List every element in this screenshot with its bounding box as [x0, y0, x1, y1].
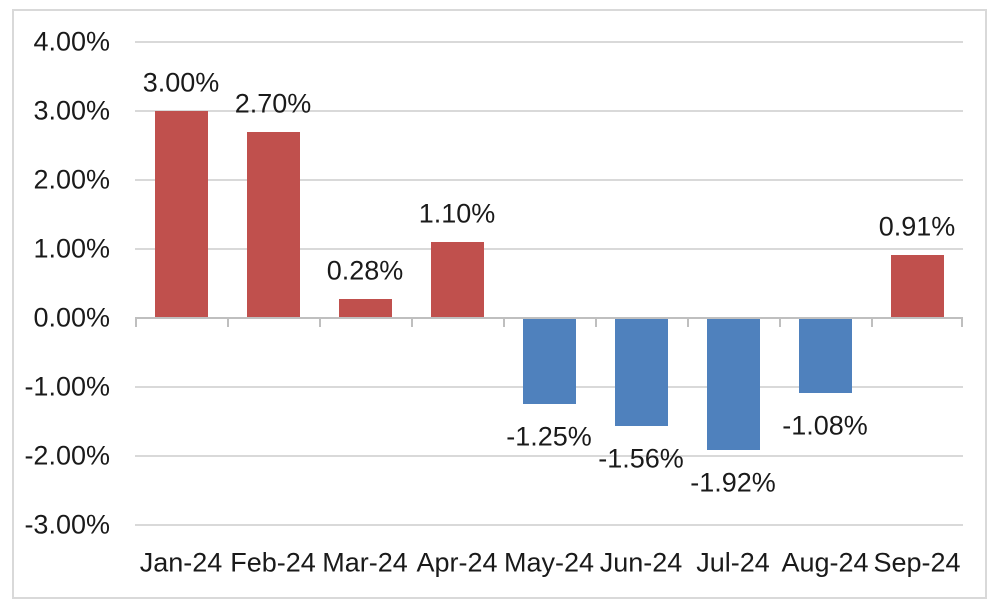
- bar-value-label: 2.70%: [234, 88, 312, 119]
- bar-value-label: -1.56%: [598, 443, 684, 474]
- bar-jul-24: [706, 318, 760, 451]
- x-axis-category-label: Jul-24: [696, 547, 770, 578]
- y-axis-tick-label: -1.00%: [24, 371, 110, 402]
- x-axis-tick: [779, 318, 781, 327]
- bar-mar-24: [338, 298, 392, 318]
- x-axis-tick: [319, 318, 321, 327]
- y-axis-tick-label: 2.00%: [33, 164, 110, 195]
- x-axis-tick: [961, 318, 963, 327]
- y-axis-tick-label: 0.00%: [33, 302, 110, 333]
- x-axis-tick: [595, 318, 597, 327]
- y-axis-tick-label: 3.00%: [33, 95, 110, 126]
- x-axis-category-label: Sep-24: [873, 547, 961, 578]
- bar-jan-24: [154, 111, 208, 318]
- x-axis-tick: [135, 318, 137, 327]
- x-axis-category-label: May-24: [503, 547, 595, 578]
- x-axis-tick: [411, 318, 413, 327]
- y-axis-tick-label: -2.00%: [24, 440, 110, 471]
- x-axis-line: [135, 317, 963, 319]
- bar-value-label: 1.10%: [418, 198, 496, 229]
- gridline: [135, 524, 963, 526]
- bar-value-label: -1.92%: [690, 467, 776, 498]
- gridline: [135, 179, 963, 181]
- x-axis-tick: [227, 318, 229, 327]
- bar-value-label: 3.00%: [142, 67, 220, 98]
- y-axis-tick-label: 1.00%: [33, 233, 110, 264]
- x-axis-category-label: Jun-24: [599, 547, 683, 578]
- bar-may-24: [522, 318, 576, 405]
- bar-aug-24: [798, 318, 852, 393]
- x-axis-category-label: Aug-24: [781, 547, 869, 578]
- bar-value-label: -1.25%: [506, 421, 592, 452]
- bar-value-label: 0.28%: [326, 255, 404, 286]
- y-axis-tick-label: -3.00%: [24, 509, 110, 540]
- bar-jun-24: [614, 318, 668, 426]
- x-axis-tick: [503, 318, 505, 327]
- bar-value-label: 0.91%: [878, 211, 956, 242]
- gridline: [135, 455, 963, 457]
- gridline: [135, 41, 963, 43]
- x-axis-category-label: Apr-24: [416, 547, 498, 578]
- bar-value-label: -1.08%: [782, 410, 868, 441]
- gridline: [135, 248, 963, 250]
- gridline: [135, 110, 963, 112]
- bar-feb-24: [246, 131, 300, 318]
- bar-sep-24: [890, 255, 944, 318]
- y-axis-tick-label: 4.00%: [33, 26, 110, 57]
- x-axis-category-label: Jan-24: [139, 547, 223, 578]
- x-axis-category-label: Feb-24: [230, 547, 316, 578]
- x-axis-tick: [871, 318, 873, 327]
- x-axis-tick: [687, 318, 689, 327]
- bar-apr-24: [430, 242, 484, 318]
- x-axis-category-label: Mar-24: [322, 547, 408, 578]
